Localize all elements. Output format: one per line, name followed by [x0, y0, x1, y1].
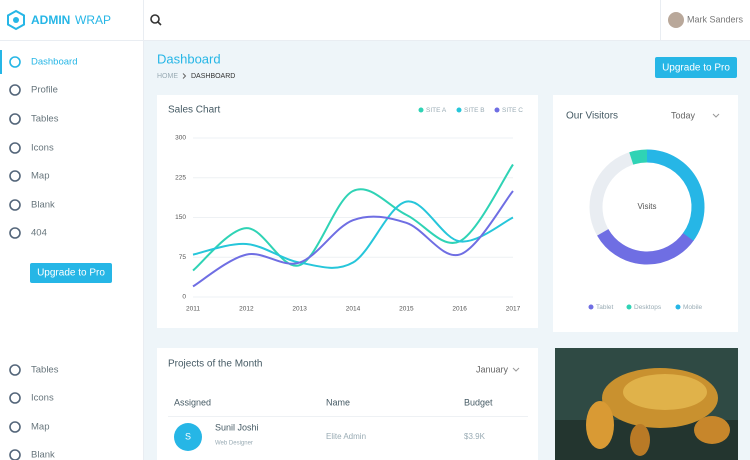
sidebar: [0, 41, 143, 460]
y-tick-label: 300: [175, 135, 186, 142]
menu-item[interactable]: Tables: [31, 114, 59, 125]
person-role: Web Designer: [215, 441, 253, 447]
legend-label: Desktops: [634, 304, 662, 311]
menu-icon: [9, 449, 21, 460]
dropdown-chevron[interactable]: [512, 367, 520, 372]
x-tick-label: 2013: [292, 306, 307, 313]
visitors-card: [553, 95, 738, 332]
x-tick-label: 2015: [399, 306, 414, 313]
logo-icon: [7, 9, 25, 31]
menu-icon: [9, 84, 21, 96]
card-title: Sales Chart: [168, 105, 220, 116]
projects-filter[interactable]: January: [476, 364, 509, 374]
legend-label: SITE A: [426, 107, 447, 114]
menu-item[interactable]: Icons: [31, 393, 54, 404]
legend-dot: [494, 107, 500, 113]
menu-icon: [9, 170, 21, 182]
card-title: Our Visitors: [566, 111, 618, 122]
logo-dot: [13, 17, 19, 23]
x-tick-label: 2012: [239, 306, 254, 313]
menu-item[interactable]: Dashboard: [31, 57, 77, 68]
breadcrumb: DASHBOARD: [191, 73, 235, 80]
donut-slice: [629, 149, 648, 165]
table-header: Name: [326, 397, 350, 407]
card-title: Projects of the Month: [168, 359, 263, 370]
active-indicator: [0, 50, 2, 74]
legend-dot: [675, 304, 681, 310]
menu-item[interactable]: Blank: [31, 200, 55, 211]
line-series: [192, 200, 514, 269]
header-button-label[interactable]: Upgrade to Pro: [662, 63, 730, 74]
x-tick-label: 2017: [506, 306, 521, 313]
y-tick-label: 0: [182, 294, 186, 301]
legend-dot: [588, 304, 594, 310]
x-tick-label: 2016: [452, 306, 467, 313]
menu-icon: [9, 364, 21, 376]
topbar: [0, 0, 750, 40]
page-title: Dashboard: [157, 51, 221, 66]
avatar-letter: S: [185, 431, 191, 441]
person-name: Sunil Joshi: [215, 422, 259, 432]
donut-center: Visits: [638, 202, 657, 211]
legend-label: SITE B: [464, 107, 485, 114]
donut-slice: [597, 228, 695, 265]
menu-icon: [9, 113, 21, 125]
search-icon[interactable]: [150, 14, 162, 26]
avatar: [174, 423, 202, 451]
x-tick-label: 2014: [346, 306, 361, 313]
menu-icon: [9, 392, 21, 404]
user-avatar[interactable]: [668, 12, 684, 28]
menu-item[interactable]: Profile: [31, 85, 58, 96]
menu-item[interactable]: Icons: [31, 143, 54, 154]
menu-icon: [9, 227, 21, 239]
legend-label: Tablet: [596, 304, 614, 311]
y-tick-label: 225: [175, 174, 186, 181]
breadcrumb[interactable]: HOME: [157, 73, 178, 80]
menu-item[interactable]: Tables: [31, 365, 59, 376]
brand-bold: ADMIN: [31, 13, 70, 27]
legend-label: SITE C: [502, 107, 523, 114]
sidebar-button-label[interactable]: Upgrade to Pro: [37, 268, 105, 279]
table-header: Budget: [464, 397, 493, 407]
menu-item[interactable]: Map: [31, 171, 49, 182]
menu-icon: [9, 56, 21, 68]
y-tick-label: 150: [175, 214, 186, 221]
breadcrumb-sep: [182, 73, 187, 79]
visitors-filter[interactable]: Today: [671, 110, 696, 120]
sales-card: [157, 95, 538, 328]
project-budget: $3.9K: [464, 432, 486, 441]
legend-dot: [456, 107, 462, 113]
brand-light: WRAP: [75, 13, 111, 27]
donut-slice: [646, 149, 705, 241]
x-tick-label: 2011: [186, 306, 200, 313]
y-tick-label: 75: [179, 254, 187, 261]
menu-item[interactable]: Blank: [31, 450, 55, 460]
menu-item[interactable]: Map: [31, 422, 49, 433]
dropdown-chevron[interactable]: [712, 113, 720, 118]
menu-item[interactable]: 404: [31, 228, 47, 239]
menu-icon: [9, 421, 21, 433]
header-button[interactable]: [655, 57, 737, 78]
projects-card: [157, 348, 538, 460]
menu-icon: [9, 199, 21, 211]
crab-image: [555, 348, 738, 460]
legend-dot: [418, 107, 424, 113]
legend-label: Mobile: [683, 304, 703, 311]
legend-dot: [626, 304, 632, 310]
sidebar-button[interactable]: [30, 263, 112, 283]
line-series: [192, 190, 514, 288]
project-name: Elite Admin: [326, 432, 366, 441]
table-header: Assigned: [174, 397, 211, 407]
menu-icon: [9, 142, 21, 154]
user-name[interactable]: Mark Sanders: [687, 14, 744, 24]
